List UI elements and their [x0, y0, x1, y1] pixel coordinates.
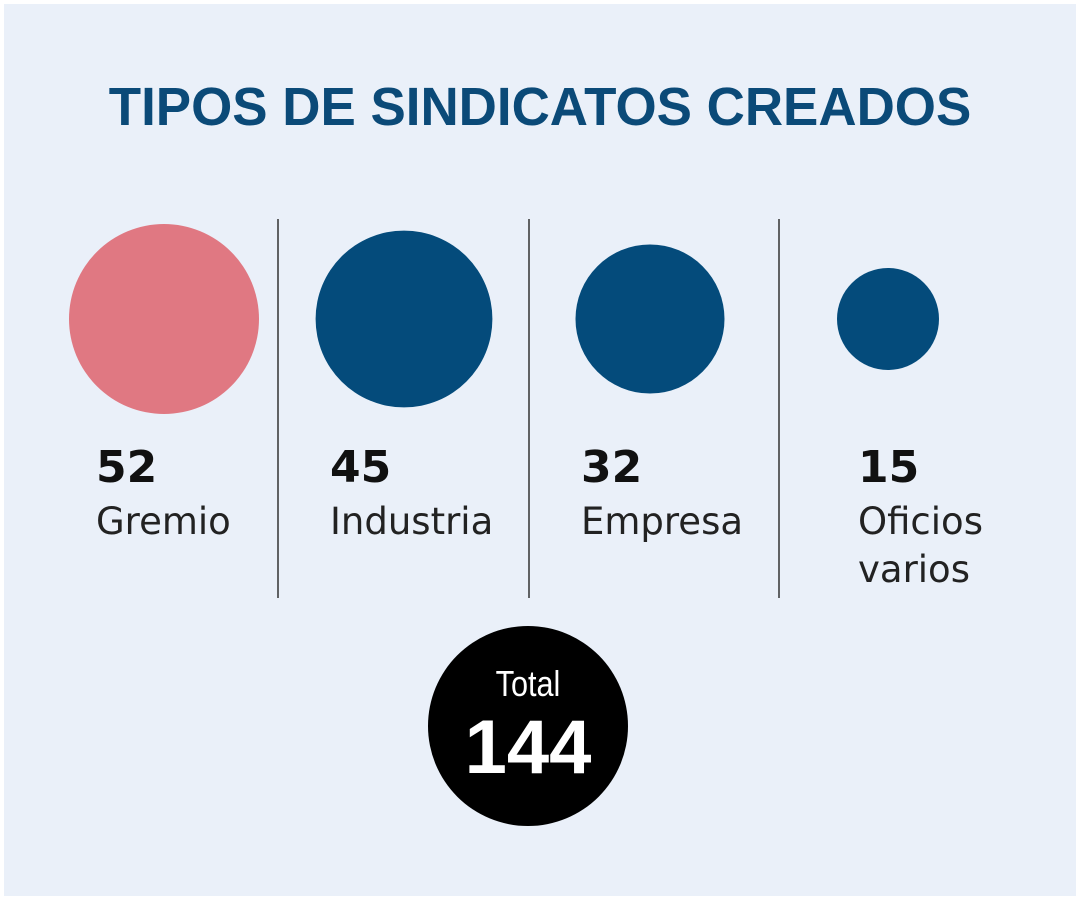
infographic-card: TIPOS DE SINDICATOS CREADOS 52 Gremio 45… [4, 4, 1076, 896]
value-label-gremio: 52 [96, 442, 158, 493]
total-label: Total [495, 663, 561, 704]
bubble-gremio [69, 224, 259, 414]
value-label-oficios-varios: 15 [858, 442, 920, 493]
chart-title: TIPOS DE SINDICATOS CREADOS [108, 77, 972, 137]
category-label-industria: Industria [330, 500, 494, 543]
bubble-industria [315, 230, 493, 408]
value-label-empresa: 32 [581, 442, 643, 493]
category-label-gremio: Gremio [96, 500, 231, 543]
total-circle: Total 144 [428, 626, 628, 826]
bubble-oficios-varios [837, 268, 939, 370]
category-label-empresa: Empresa [581, 500, 744, 543]
category-label-oficios-varios: Oficios varios [858, 500, 983, 591]
value-label-industria: 45 [330, 442, 392, 493]
bubble-empresa [575, 244, 725, 394]
total-value: 144 [464, 705, 592, 790]
